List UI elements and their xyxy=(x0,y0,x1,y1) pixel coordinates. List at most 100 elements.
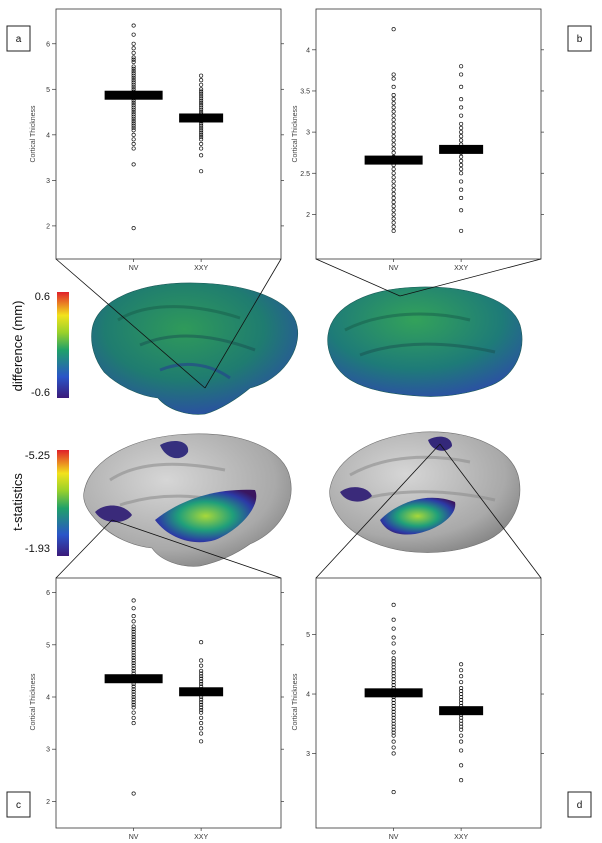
panel-c-point xyxy=(131,668,136,673)
panel-c-point xyxy=(131,606,136,611)
panel-b-plot: 2 2.5 3 3.5 4 NV XXY xyxy=(300,27,544,272)
panel-a-point xyxy=(131,55,136,60)
panel-c-point xyxy=(131,647,136,653)
panel-b-point xyxy=(459,64,464,69)
panel-d-point xyxy=(391,680,396,685)
panel-b-point xyxy=(459,97,464,102)
panel-d-point xyxy=(391,697,396,703)
panel-b-frame xyxy=(315,8,542,260)
panel-d-ylabel: Cortical Thickness xyxy=(292,673,299,731)
panel-b: b Cortical Thickness 2 2.5 3 3.5 4 NV XXY xyxy=(292,8,592,272)
connector-lines xyxy=(55,258,542,579)
panel-a-point xyxy=(131,162,136,167)
panel-d-point xyxy=(459,724,464,729)
panel-c-label: c xyxy=(16,800,21,811)
panel-b-point xyxy=(459,167,464,172)
panel-a-point xyxy=(131,23,136,28)
panel-d-ytick-label: 4 xyxy=(306,692,310,699)
colorbar-tstat: -5.25 -1.93 t-statistics xyxy=(10,450,69,556)
panel-c: c Cortical Thickness 2 3 4 5 6 NV XXY xyxy=(6,577,284,841)
panel-c-point xyxy=(199,663,204,668)
colorbar-difference: 0.6 -0.6 difference (mm) xyxy=(10,291,69,399)
panel-b-point xyxy=(391,208,396,213)
panel-b-point xyxy=(391,195,396,201)
colorbar-tstat-title: t-statistics xyxy=(10,473,25,531)
panel-a-label-box xyxy=(6,25,31,52)
panel-d-point xyxy=(459,662,464,667)
panel-a-point xyxy=(131,59,136,65)
panel-d-point xyxy=(459,778,464,783)
panel-d-point xyxy=(459,697,464,703)
colorbar-tstat-min: -1.93 xyxy=(25,543,50,555)
panel-b-mean-bar xyxy=(364,155,423,165)
panel-d-mean-bar xyxy=(439,706,484,716)
panel-b-point xyxy=(391,72,396,77)
panel-a-point xyxy=(131,75,136,80)
panel-b-point xyxy=(391,117,396,122)
panel-b-ytick-label: 4 xyxy=(306,47,310,54)
panel-b-point xyxy=(459,187,464,192)
panel-d-point xyxy=(391,739,396,744)
panel-b-point xyxy=(391,228,396,233)
colorbar-difference-gradient xyxy=(57,292,69,398)
panel-b-point xyxy=(391,84,396,89)
panel-c-point xyxy=(199,681,204,687)
panel-b-point xyxy=(391,93,396,98)
panel-c-point xyxy=(199,707,204,713)
panel-b-point xyxy=(391,109,396,114)
brain-left-difference xyxy=(91,282,299,415)
panel-d-point xyxy=(391,745,396,750)
brain-left-tstat xyxy=(83,433,292,567)
panel-b-point xyxy=(391,220,396,225)
panel-a-ytick-label: 3 xyxy=(46,178,50,185)
panel-c-ylabel: Cortical Thickness xyxy=(30,673,37,731)
panel-d-point xyxy=(391,751,396,756)
panel-d-point xyxy=(391,683,396,688)
panel-a-point xyxy=(131,112,136,117)
panel-c-point xyxy=(131,614,136,619)
panel-a-point xyxy=(131,226,136,231)
panel-a-frame xyxy=(55,8,282,260)
panel-d-label: d xyxy=(577,800,583,811)
panel-b-point xyxy=(391,130,396,135)
panel-a-point xyxy=(199,78,204,83)
panel-d-point xyxy=(391,668,396,673)
panel-c-point xyxy=(131,697,136,702)
panel-c-point xyxy=(131,694,136,700)
panel-c-point xyxy=(131,637,136,642)
panel-d-point xyxy=(391,709,396,714)
panel-a-point xyxy=(199,87,204,92)
panel-b-point xyxy=(391,200,396,205)
panel-c-point xyxy=(131,598,136,603)
colorbar-tstat-max: -5.25 xyxy=(25,450,50,462)
panel-b-ytick-label: 3.5 xyxy=(300,88,310,95)
panel-a-point xyxy=(131,105,136,110)
panel-d-point xyxy=(391,671,396,676)
panel-c-point xyxy=(131,632,136,637)
panel-a: a Cortical Thickness 2 3 4 5 6 NV XXY xyxy=(6,8,284,272)
panel-b-point xyxy=(391,125,396,131)
panel-d-point xyxy=(459,691,464,697)
panel-a-point xyxy=(199,94,204,99)
panel-d-point xyxy=(459,700,464,705)
panel-a-point xyxy=(199,128,204,133)
panel-a-point xyxy=(131,73,136,78)
brain-right-tstat xyxy=(329,431,521,553)
panel-d-point xyxy=(391,650,396,655)
panel-d-point xyxy=(459,733,464,738)
panel-d-point xyxy=(391,700,396,705)
panel-c-point xyxy=(199,676,204,681)
panel-a-point xyxy=(199,137,204,142)
panel-c-point xyxy=(131,715,136,720)
panel-d-point xyxy=(391,718,396,723)
panel-c-ytick-label: 2 xyxy=(46,799,50,806)
panel-b-point xyxy=(391,167,396,172)
panel-c-point xyxy=(199,700,204,705)
panel-c-point xyxy=(199,679,204,684)
panel-b-point xyxy=(391,204,396,209)
panel-c-point xyxy=(199,702,204,707)
panel-a-point xyxy=(131,110,136,115)
panel-a-point xyxy=(199,125,204,131)
panel-a-ytick-label: 6 xyxy=(46,41,50,48)
panel-a-point xyxy=(199,169,204,174)
